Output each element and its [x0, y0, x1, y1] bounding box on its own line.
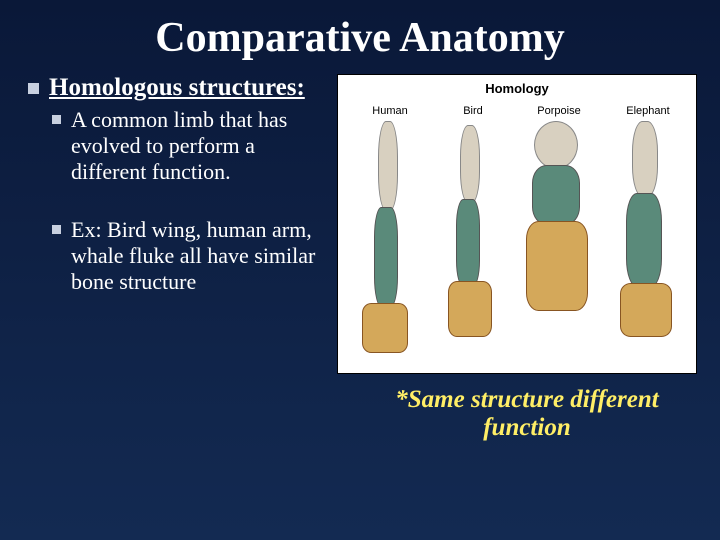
humerus-bone — [632, 121, 658, 197]
organism-label: Bird — [438, 105, 508, 117]
sub-bullet-1: A common limb that has evolved to perfor… — [52, 107, 318, 185]
radius-ulna-bone — [626, 193, 662, 287]
carpals-bone — [362, 303, 408, 353]
limb-diagram — [520, 121, 598, 361]
content-area: Homologous structures: A common limb tha… — [0, 74, 720, 442]
organism-elephant: Elephant — [612, 105, 684, 361]
radius-ulna-bone — [532, 165, 580, 225]
slide-title: Comparative Anatomy — [0, 0, 720, 74]
radius-ulna-bone — [456, 199, 480, 287]
limb-diagram — [350, 121, 430, 361]
text-column: Homologous structures: A common limb tha… — [28, 74, 318, 442]
bullet-heading: Homologous structures: — [28, 74, 318, 103]
organism-label: Porpoise — [520, 105, 598, 117]
carpals-bone — [620, 283, 672, 337]
organism-human: Human — [350, 105, 430, 361]
figure-caption: *Same structure different function — [334, 386, 700, 442]
heading-text: Homologous structures: — [49, 74, 305, 103]
bullet-icon — [28, 83, 39, 94]
carpals-bone — [448, 281, 492, 337]
organism-porpoise: Porpoise — [520, 105, 598, 361]
bullet-icon — [52, 115, 61, 124]
limb-diagram — [612, 121, 684, 361]
sub-bullet-2: Ex: Bird wing, human arm, whale fluke al… — [52, 217, 318, 295]
humerus-bone — [534, 121, 578, 169]
radius-ulna-bone — [374, 207, 398, 307]
limb-diagram — [438, 121, 508, 361]
organism-label: Human — [350, 105, 430, 117]
sub-bullet-text: A common limb that has evolved to perfor… — [71, 107, 318, 185]
homology-diagram: Homology Human Bird Porpoise — [337, 74, 697, 374]
organism-label: Elephant — [612, 105, 684, 117]
humerus-bone — [378, 121, 398, 211]
figure-column: Homology Human Bird Porpoise — [334, 74, 700, 442]
diagram-title: Homology — [338, 81, 696, 96]
sub-bullet-text: Ex: Bird wing, human arm, whale fluke al… — [71, 217, 318, 295]
bullet-icon — [52, 225, 61, 234]
humerus-bone — [460, 125, 480, 203]
organism-bird: Bird — [438, 105, 508, 361]
carpals-bone — [526, 221, 588, 311]
